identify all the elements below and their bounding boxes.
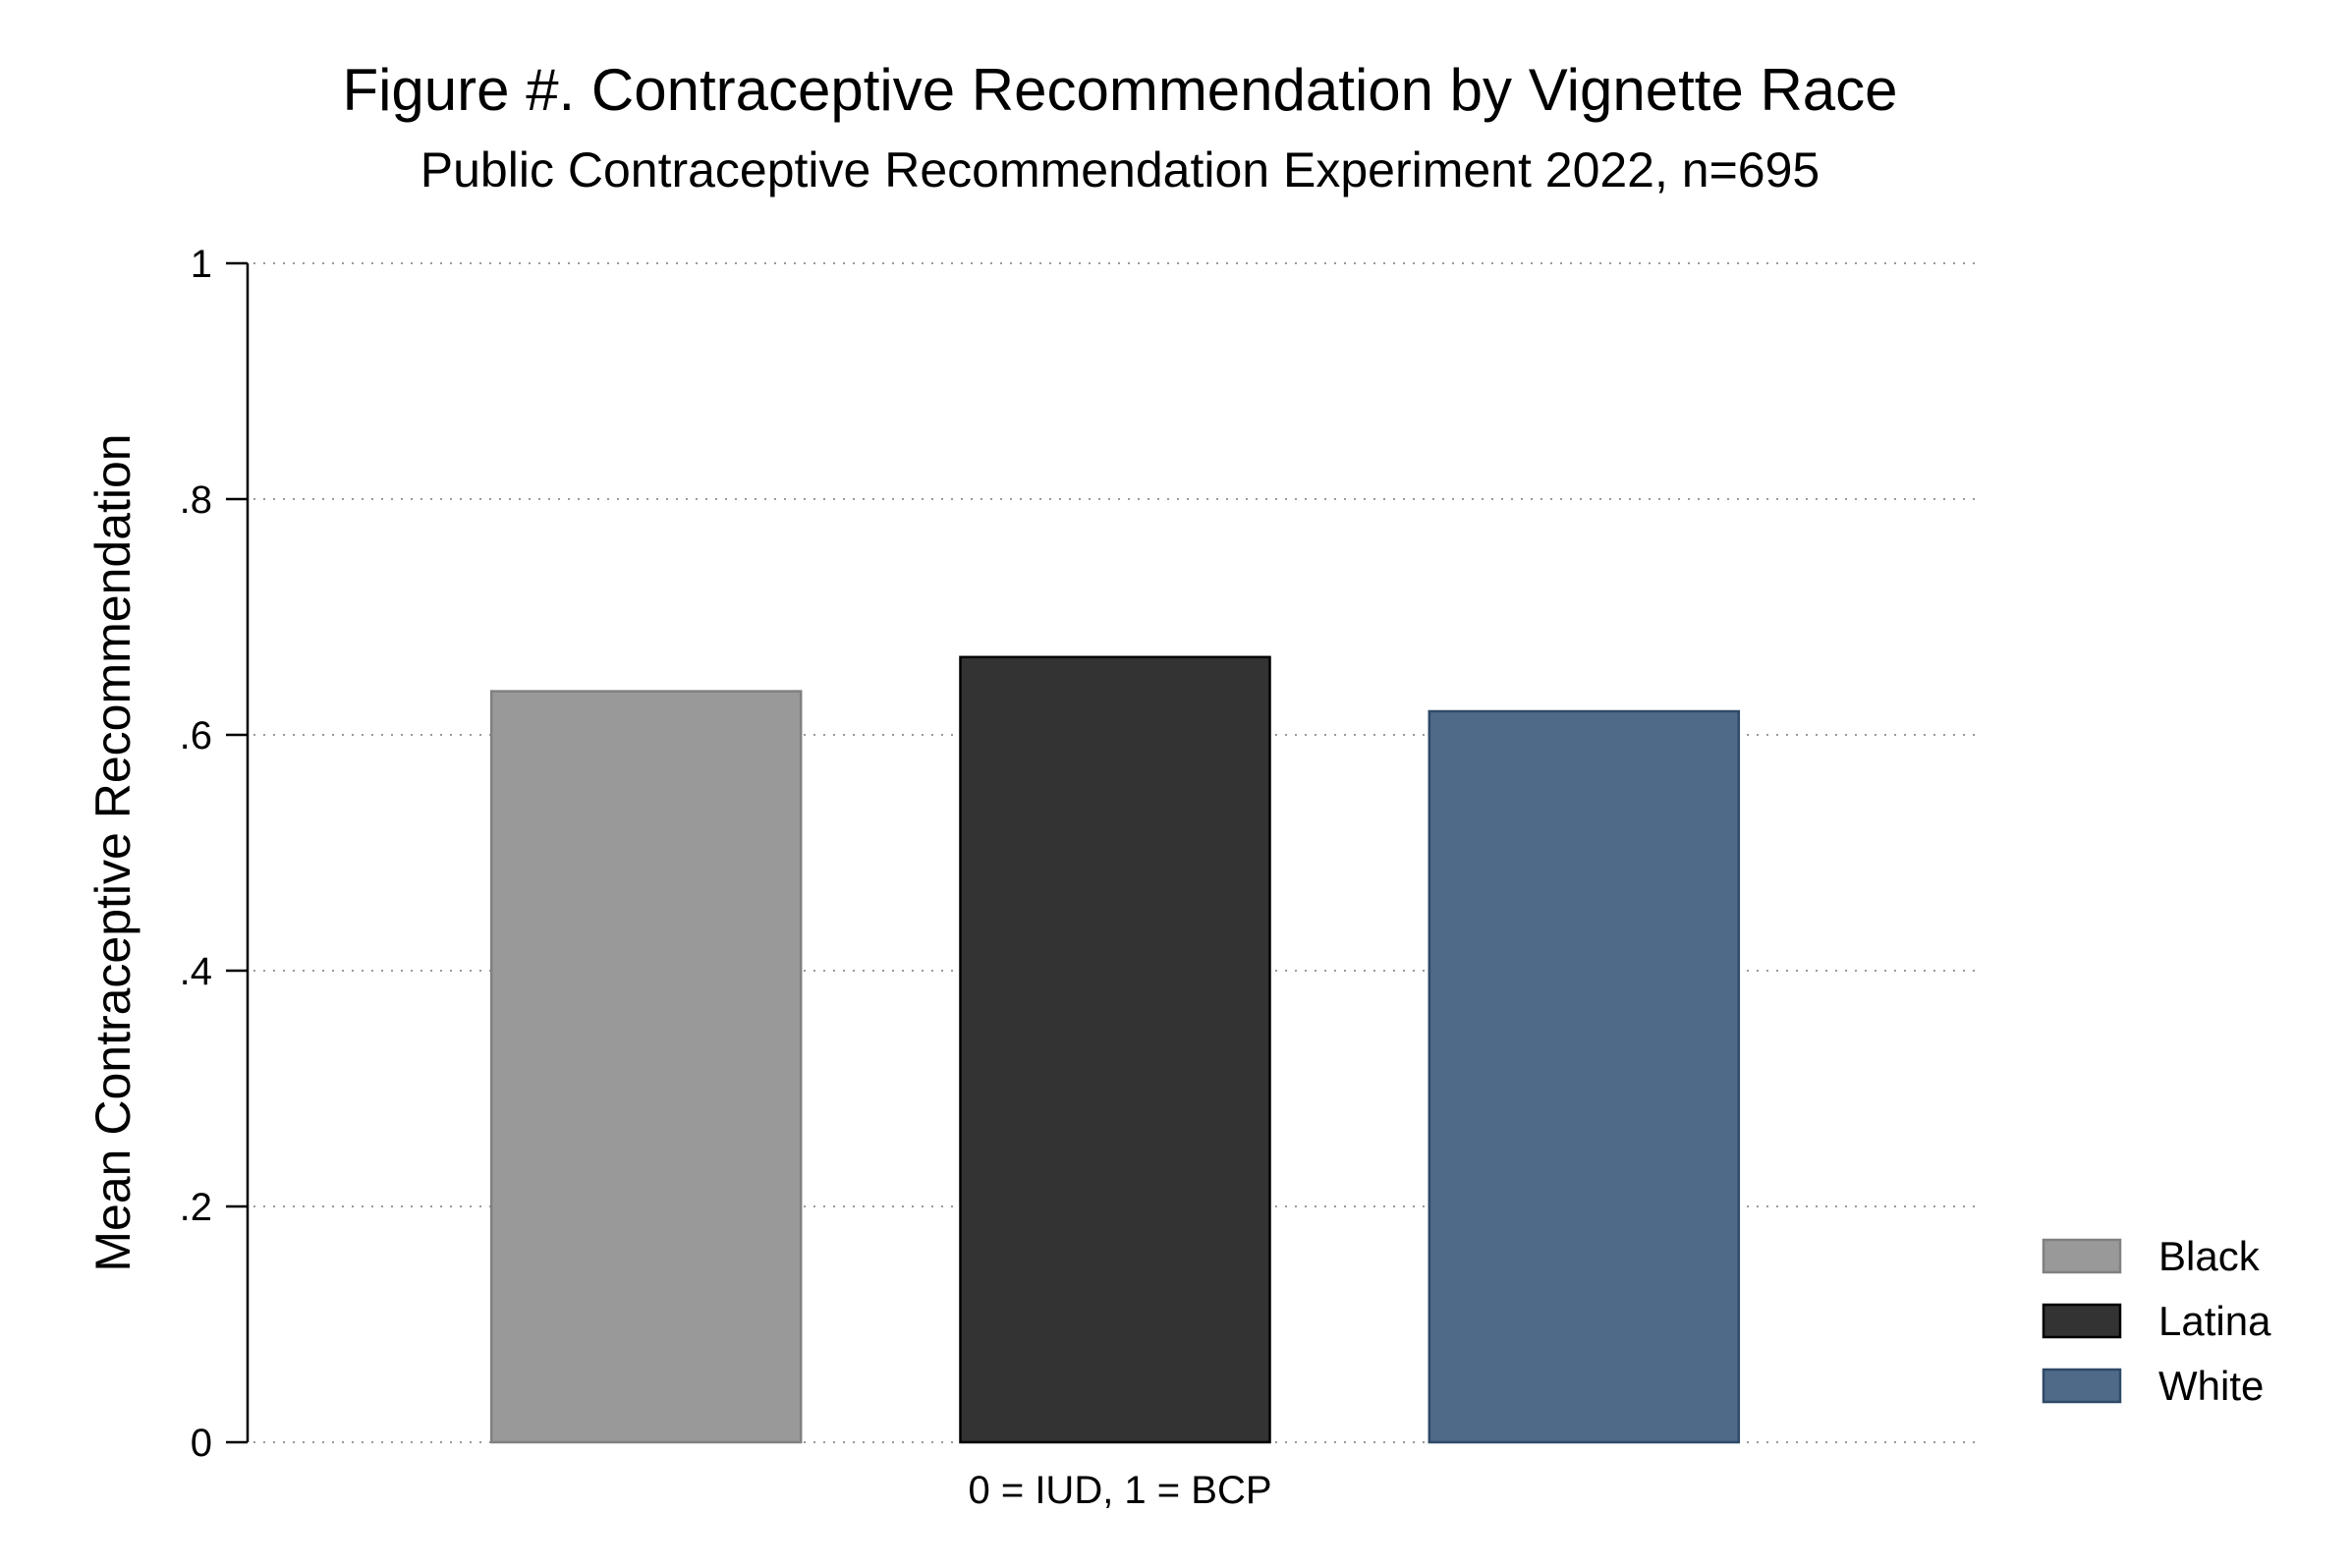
bar-black [489,690,803,1444]
legend-swatch-white [2042,1368,2122,1404]
legend-label-black: Black [2158,1233,2261,1279]
bar-latina [959,655,1271,1444]
chart-subtitle: Public Contraceptive Recommendation Expe… [420,142,1820,197]
bar-white [1428,709,1741,1444]
y-tick-label: .4 [180,950,212,993]
y-axis-label: Mean Contraceptive Recommendation [85,433,140,1271]
chart-title: Figure #. Contraceptive Recommendation b… [342,57,1897,123]
y-tick-label: 1 [191,243,212,286]
y-axis-ticks: 0 .2 .4 .6 .8 1 [180,243,248,1465]
y-tick-label: 0 [191,1422,212,1465]
y-tick-label: .6 [180,714,212,757]
legend-swatch-latina [2042,1303,2122,1339]
legend-label-white: White [2158,1363,2264,1409]
x-axis-label: 0 = IUD, 1 = BCP [968,1469,1271,1512]
legend-swatch-black [2042,1238,2122,1274]
y-tick-label: .2 [180,1186,212,1229]
legend-label-latina: Latina [2158,1298,2271,1344]
y-tick-label: .8 [180,478,212,522]
bars [489,655,1741,1444]
legend: Black Latina White [2042,1233,2271,1409]
